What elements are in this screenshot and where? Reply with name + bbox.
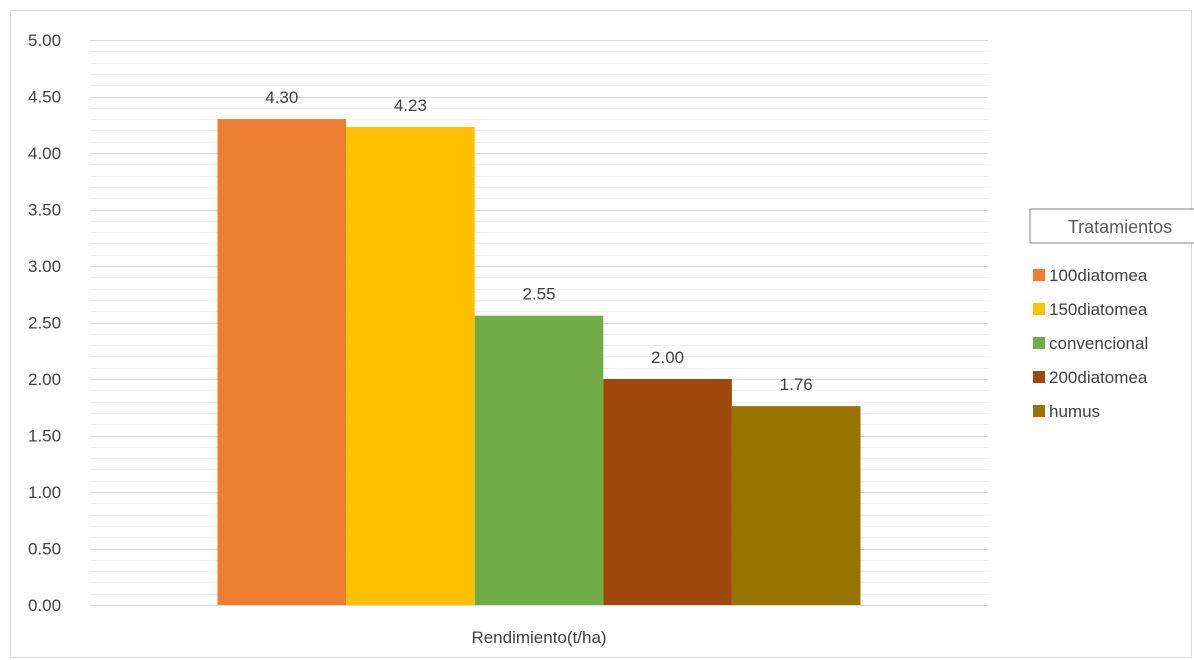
- x-category-label: Rendimiento(t/ha): [471, 628, 606, 647]
- data-label-150diatomea: 4.23: [394, 96, 427, 115]
- legend: Tratamientos 100diatomea 150diatomea conve…: [1029, 208, 1194, 421]
- legend-title-box: [1029, 208, 1194, 244]
- y-tick-label: 0.00: [28, 596, 61, 615]
- data-label-humus: 1.76: [780, 375, 813, 394]
- legend-swatch-humus: [1033, 405, 1045, 417]
- chart-frame: [10, 10, 1192, 658]
- data-label-convencional: 2.55: [522, 285, 555, 304]
- legend-title: Tratamientos: [1068, 217, 1172, 237]
- legend-label-convencional: convencional: [1049, 334, 1148, 353]
- y-tick-label: 1.00: [28, 483, 61, 502]
- legend-items: 100diatomea 150diatomea convencional 200dia…: [1033, 266, 1148, 421]
- bar-convencional: [474, 315, 604, 605]
- data-label-100diatomea: 4.30: [265, 88, 298, 107]
- legend-swatch-200diatomea: [1033, 371, 1045, 383]
- y-tick-label: 4.00: [28, 144, 61, 163]
- legend-label-200diatomea: 200diatomea: [1049, 368, 1148, 387]
- data-labels: 4.30 4.23 2.55 2.00 1.76: [265, 88, 812, 394]
- y-tick-label: 1.50: [28, 427, 61, 446]
- legend-label-150diatomea: 150diatomea: [1049, 300, 1148, 319]
- y-tick-label: 0.50: [28, 540, 61, 559]
- data-label-200diatomea: 2.00: [651, 348, 684, 367]
- y-tick-label: 2.00: [28, 370, 61, 389]
- bar-150diatomea: [346, 127, 475, 605]
- legend-swatch-100diatomea: [1033, 269, 1045, 281]
- y-tick-label: 4.50: [28, 88, 61, 107]
- y-tick-label: 3.50: [28, 201, 61, 220]
- y-tick-label: 3.00: [28, 257, 61, 276]
- y-axis: 0.00 0.50 1.00 1.50 2.00 2.50 3.00 3.50 4.00 4.50…: [28, 31, 61, 615]
- legend-swatch-convencional: [1033, 337, 1045, 349]
- legend-label-100diatomea: 100diatomea: [1049, 266, 1148, 285]
- bar-100diatomea: [217, 119, 347, 605]
- bars: [217, 119, 861, 605]
- bar-humus: [731, 406, 861, 605]
- y-tick-label: 2.50: [28, 314, 61, 333]
- bar-200diatomea: [603, 379, 732, 605]
- legend-swatch-150diatomea: [1033, 303, 1045, 315]
- y-tick-label: 5.00: [28, 31, 61, 50]
- legend-label-humus: humus: [1049, 402, 1100, 421]
